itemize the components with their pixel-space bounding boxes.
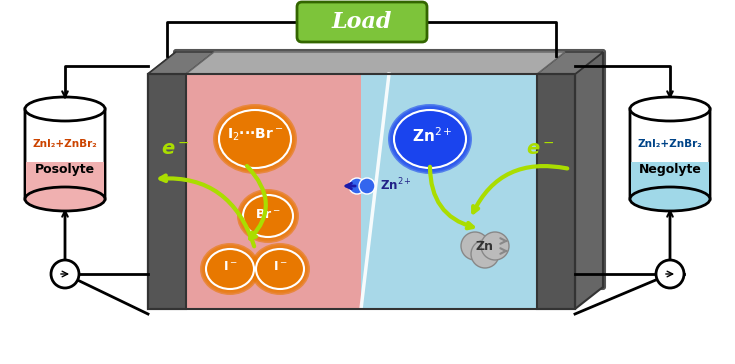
Circle shape — [481, 232, 509, 260]
Text: Zn: Zn — [476, 240, 494, 253]
Ellipse shape — [250, 243, 310, 295]
FancyBboxPatch shape — [174, 50, 605, 289]
Bar — [26, 162, 104, 198]
Polygon shape — [537, 52, 603, 74]
Bar — [176, 52, 214, 287]
Circle shape — [471, 240, 499, 268]
Ellipse shape — [254, 248, 306, 290]
Ellipse shape — [251, 245, 309, 293]
Circle shape — [349, 178, 365, 194]
Polygon shape — [148, 52, 214, 74]
Text: I$_2$···Br$^-$: I$_2$···Br$^-$ — [227, 127, 283, 143]
Text: Zn$^{2+}$: Zn$^{2+}$ — [380, 177, 412, 193]
Ellipse shape — [256, 249, 304, 289]
Ellipse shape — [388, 104, 472, 174]
Ellipse shape — [216, 107, 294, 171]
Text: Br$^-$: Br$^-$ — [255, 207, 281, 221]
Ellipse shape — [215, 106, 295, 173]
Ellipse shape — [201, 245, 259, 293]
Text: Load: Load — [331, 11, 392, 33]
Ellipse shape — [240, 192, 296, 240]
Text: Zn$^{2+}$: Zn$^{2+}$ — [412, 127, 452, 145]
Ellipse shape — [630, 97, 710, 121]
Circle shape — [656, 260, 684, 288]
Text: Negolyte: Negolyte — [639, 163, 701, 177]
Text: ZnI₂+ZnBr₂: ZnI₂+ZnBr₂ — [32, 139, 97, 149]
Text: ZnI₂+ZnBr₂: ZnI₂+ZnBr₂ — [638, 139, 703, 149]
Ellipse shape — [25, 187, 105, 211]
Text: I$^-$: I$^-$ — [223, 261, 237, 273]
Ellipse shape — [200, 243, 260, 295]
Text: I$^-$: I$^-$ — [273, 261, 287, 273]
Bar — [361, 74, 537, 309]
Ellipse shape — [206, 249, 254, 289]
Ellipse shape — [25, 97, 105, 121]
FancyBboxPatch shape — [630, 109, 710, 199]
Bar — [186, 74, 361, 309]
Circle shape — [461, 232, 489, 260]
Bar — [565, 52, 603, 287]
Text: e$^-$: e$^-$ — [161, 139, 189, 158]
Ellipse shape — [203, 246, 257, 292]
Text: e$^-$: e$^-$ — [526, 139, 554, 158]
Bar — [631, 162, 709, 198]
Ellipse shape — [394, 110, 466, 168]
Ellipse shape — [253, 246, 307, 292]
Ellipse shape — [237, 189, 299, 243]
FancyBboxPatch shape — [297, 2, 427, 42]
Ellipse shape — [243, 195, 293, 237]
Polygon shape — [148, 52, 176, 309]
Ellipse shape — [392, 108, 467, 170]
Polygon shape — [186, 52, 565, 74]
Ellipse shape — [218, 108, 293, 170]
Ellipse shape — [630, 187, 710, 211]
Ellipse shape — [238, 190, 298, 241]
Ellipse shape — [204, 248, 256, 290]
Bar — [148, 74, 575, 309]
Ellipse shape — [219, 110, 291, 168]
Text: Posolyte: Posolyte — [35, 163, 95, 177]
Ellipse shape — [242, 194, 295, 238]
Ellipse shape — [391, 107, 469, 171]
Circle shape — [51, 260, 79, 288]
Ellipse shape — [390, 106, 470, 173]
Polygon shape — [575, 52, 603, 309]
Ellipse shape — [213, 104, 297, 174]
FancyBboxPatch shape — [25, 109, 105, 199]
Circle shape — [359, 178, 375, 194]
Bar — [148, 74, 186, 309]
Bar — [537, 74, 575, 309]
